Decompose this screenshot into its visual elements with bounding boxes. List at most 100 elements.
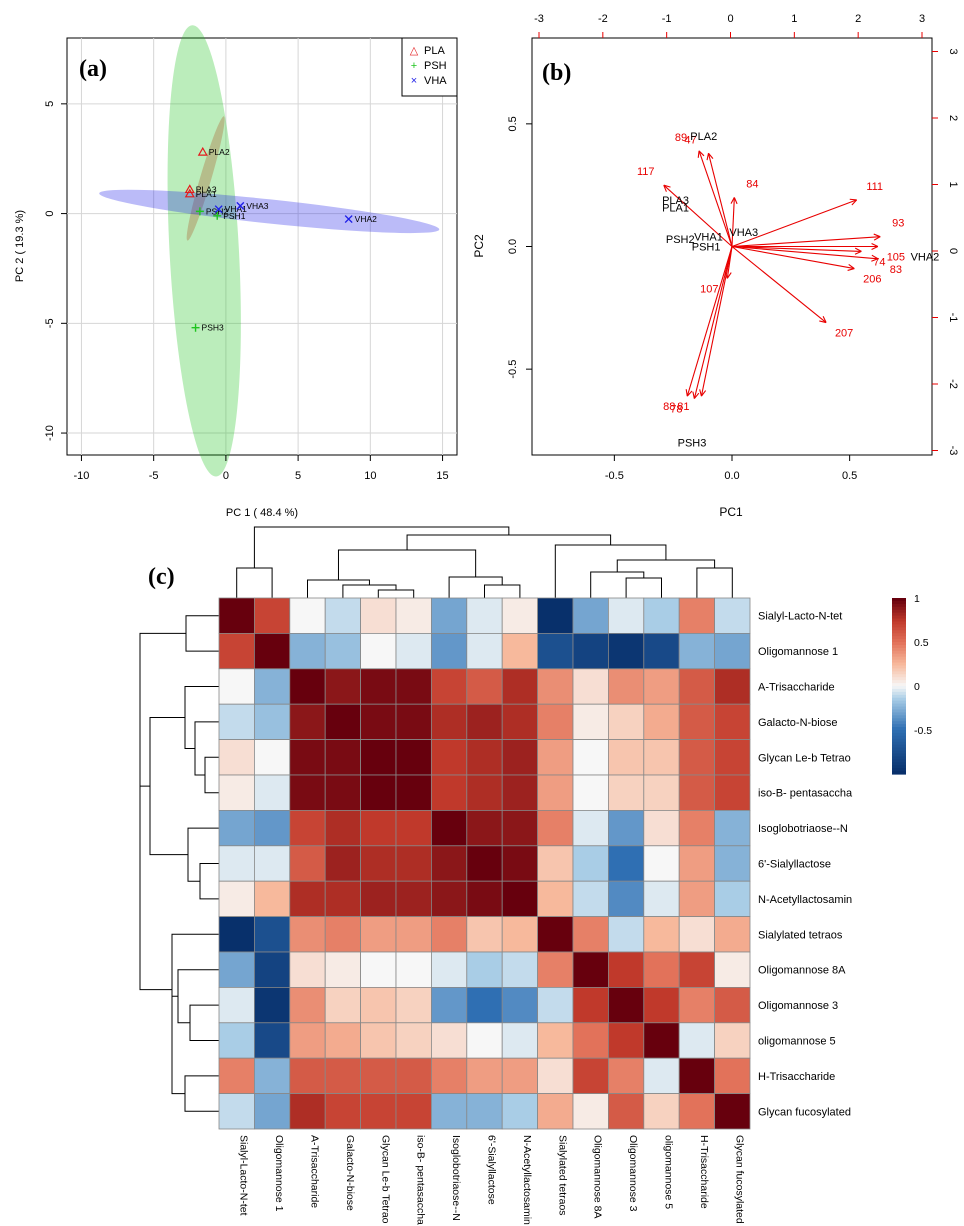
panel-label-b: (b) <box>542 60 571 86</box>
heatmap-cell <box>714 597 751 634</box>
color-scale-swatch <box>892 712 906 716</box>
score-label-pla1: PLA1 <box>662 202 689 214</box>
x-tick-label: 0.0 <box>724 470 739 482</box>
x-tick-label: -5 <box>149 470 159 482</box>
loading-label-111: 111 <box>866 181 883 193</box>
loading-arrow-74 <box>731 245 862 252</box>
loading-arrow-81 <box>700 246 733 397</box>
panel-a-xlabel: PC 1 ( 48.4 %) <box>226 507 298 519</box>
heatmap-cell <box>218 597 255 634</box>
color-scale-swatch <box>892 662 906 667</box>
color-scale-swatch <box>892 706 906 711</box>
y-tick-label: 0 <box>44 211 56 217</box>
top-tick-label: -3 <box>534 13 544 25</box>
heatmap-cell <box>430 668 468 705</box>
right-tick-label: -2 <box>947 379 959 389</box>
heatmap-cell <box>608 880 645 918</box>
arrow-head <box>730 197 738 205</box>
heatmap-cell <box>360 739 397 776</box>
top-tick-label: 2 <box>855 13 861 25</box>
panel-a-ellipses <box>99 25 440 477</box>
heatmap-cell <box>218 810 255 847</box>
color-scale-swatch <box>892 771 906 775</box>
dendrogram-link <box>616 559 716 572</box>
arrow-head <box>692 391 700 399</box>
y-tick-label: -0.5 <box>507 360 519 379</box>
color-scale-swatch <box>892 753 906 757</box>
point-psh3 <box>191 323 200 332</box>
heatmap-cell <box>608 810 645 847</box>
color-scale-swatch <box>892 677 906 681</box>
heatmap-cell <box>324 987 362 1024</box>
heatmap-cell <box>289 1022 326 1059</box>
color-scale-swatch <box>892 700 906 705</box>
heatmap-cell <box>324 703 362 741</box>
color-scale-swatch <box>892 691 906 696</box>
heatmap-cell <box>430 987 468 1024</box>
heatmap-cell <box>608 668 645 705</box>
column-label: Isoglobotriaose--N <box>450 1135 462 1221</box>
heatmap-column-labels: Sialyl-Lacto-N-tet Oligomannose 1 A-Trisac… <box>238 1135 746 1225</box>
heatmap-cell <box>218 987 255 1024</box>
heatmap-cell <box>466 987 503 1024</box>
heatmap-cell <box>466 597 503 634</box>
dendrogram-link <box>337 549 477 580</box>
row-label: oligomannose 5 <box>758 1036 836 1048</box>
right-tick-label: 2 <box>947 115 959 121</box>
heatmap-cell <box>324 1093 362 1130</box>
column-label: Oligomannose 3 <box>627 1135 639 1212</box>
heatmap-cell <box>253 774 291 811</box>
heatmap-cell <box>678 1022 716 1059</box>
dendrogram-link <box>448 576 503 598</box>
heatmap-cell <box>572 1022 609 1059</box>
heatmap-cell <box>643 633 680 670</box>
heatmap-cell <box>395 880 432 918</box>
heatmap-cell <box>714 633 751 670</box>
dendrogram-link <box>149 716 188 856</box>
heatmap-cell <box>395 739 432 776</box>
color-scale-swatch <box>892 688 906 693</box>
heatmap-cell <box>360 810 397 847</box>
row-label: Isoglobotriaose--N <box>758 823 848 835</box>
heatmap-cell <box>289 951 326 988</box>
heatmap-cell <box>501 1057 539 1094</box>
row-label: A-Trisaccharide <box>758 682 835 694</box>
heatmap-cell <box>289 810 326 847</box>
heatmap-cell <box>395 987 432 1024</box>
loading-label-93: 93 <box>892 218 904 230</box>
heatmap-cell <box>537 668 574 705</box>
y-tick-label: -10 <box>44 425 56 441</box>
heatmap-cell <box>537 845 574 882</box>
y-tick-label: 0.0 <box>507 239 519 254</box>
column-label: iso-B- pentasaccha <box>415 1135 427 1225</box>
legend-marker: + <box>411 60 417 72</box>
color-scale-swatch <box>892 721 906 725</box>
heatmap-cell <box>501 739 539 776</box>
color-scale-swatch <box>892 768 906 772</box>
color-scale-swatch <box>892 727 906 731</box>
color-scale-swatch <box>892 750 906 755</box>
heatmap-cell <box>643 845 680 882</box>
heatmap-cell <box>537 916 574 953</box>
heatmap-cell <box>324 633 362 670</box>
score-label-pla2: PLA2 <box>690 131 717 143</box>
heatmap-cell <box>572 597 609 634</box>
color-scale-swatch <box>892 735 906 740</box>
heatmap-cell <box>395 1057 432 1094</box>
arrow-head <box>706 152 714 161</box>
panel-a-points: PLA2PLA3PLA1PSH2PSH1PSH3VHA1VHA3VHA2 <box>184 146 377 333</box>
row-label: Oligomannose 8A <box>758 965 846 977</box>
color-scale-swatch <box>892 642 906 646</box>
top-tick-label: 1 <box>791 13 797 25</box>
heatmap-cell <box>324 668 362 705</box>
color-scale-swatch <box>892 612 906 617</box>
heatmap-cell <box>608 987 645 1024</box>
color-scale-swatch <box>892 621 906 625</box>
color-scale-swatch <box>892 665 906 669</box>
color-scale-swatch <box>892 650 906 655</box>
heatmap-cell <box>430 916 468 953</box>
heatmap-cell <box>572 880 609 918</box>
x-tick-label: -0.5 <box>605 470 624 482</box>
row-label: Oligomannose 1 <box>758 646 838 658</box>
